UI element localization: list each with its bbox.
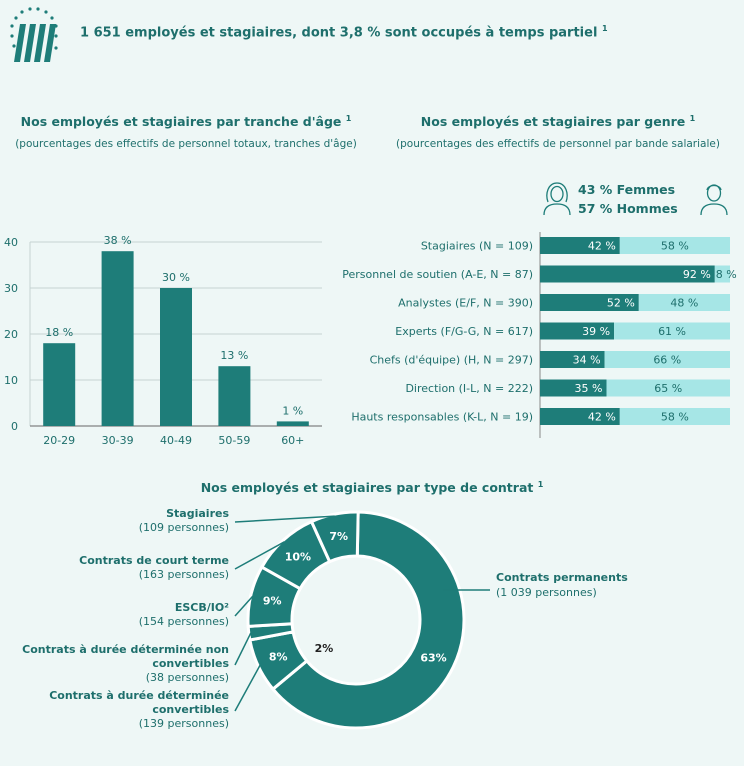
category-label: Experts (F/G-G, N = 617) [395,325,533,338]
bar-male [638,294,730,311]
contract-count-label: (139 personnes) [139,717,229,730]
bar-value-label: 13 % [220,349,248,362]
header-text: 1 651 employés et stagiaires, dont 3,8 %… [80,25,598,41]
y-tick-label: 40 [4,236,18,249]
bar-value-label: 18 % [45,326,73,339]
bar-male [614,322,730,340]
male-value-label: 61 % [658,325,686,338]
gender-stacked-bar-chart: Stagiaires (N = 109) 42 % 58 % Personnel de… [342,232,737,438]
bar-20-29 [43,343,76,426]
leader-line [234,595,254,617]
bar-value-label: 30 % [162,271,190,284]
slice-pct-label: 63% [420,651,446,664]
x-tick-label: 30-39 [102,434,134,447]
bar-30-39 [101,251,134,426]
female-value-label: 35 % [575,382,603,395]
x-tick-label: 40-49 [160,434,192,447]
bar-female [540,265,715,283]
contract-chart-title: Nos employés et stagiaires par type de c… [200,480,544,496]
bar-50-59 [218,366,251,426]
bar-female [540,408,620,425]
bar-value-label: 1 % [282,404,303,417]
slice-pct-label: 2% [315,642,334,655]
y-tick-label: 30 [4,282,18,295]
female-value-label: 42 % [588,411,616,424]
contract-category-label: ESCB/IO² [175,601,229,614]
category-label: Hauts responsables (K-L, N = 19) [351,411,533,424]
x-tick-label: 20-29 [43,434,75,447]
bar-60+ [276,421,309,426]
leader-line [234,632,252,666]
woman-icon [543,182,571,216]
slice-pct-label: 7% [329,530,348,543]
contract-count-label: (38 personnes) [146,671,229,684]
x-tick-label: 60+ [281,434,304,447]
legend-male: 57 % Hommes [578,201,678,216]
age-bar-chart: 0 10 20 30 40 18 % 20-29 38 % 30-39 30 % 40-49 13 %… [4,234,322,447]
contract-count-label: (109 personnes) [139,521,229,534]
category-label: Chefs (d'équipe) (H, N = 297) [370,354,533,367]
male-value-label: 8 % [716,268,737,281]
male-value-label: 66 % [653,354,681,367]
donut-slice [270,510,466,730]
y-tick-label: 20 [4,328,18,341]
contract-category-label: Stagiaires [166,507,229,520]
male-value-label: 58 % [661,411,689,424]
x-tick-label: 50-59 [218,434,250,447]
category-label: Analystes (E/F, N = 390) [398,297,533,310]
male-value-label: 65 % [654,382,682,395]
bar-female [540,351,605,368]
bar-female [540,294,639,311]
man-icon [700,184,728,216]
ecb-logo-icon [10,7,58,62]
contract-category-label: convertibles [152,703,229,716]
bar-male [604,351,730,368]
slice-pct-label: 10% [285,551,311,564]
contract-count-label: (1 039 personnes) [496,586,597,599]
page-header: 1 651 employés et stagiaires, dont 3,8 %… [80,24,608,40]
slice-pct-label: 8% [269,651,288,664]
female-value-label: 42 % [588,240,616,253]
header-footnote: 1 [601,24,608,33]
gender-chart-title: Nos employés et stagiaires par genre 1 [420,114,696,130]
contract-category-label: Contrats permanents [496,571,628,584]
contract-count-label: (154 personnes) [139,615,229,628]
legend-female: 43 % Femmes [578,182,676,197]
contract-category-label: Contrats de court terme [79,554,229,567]
bar-female [540,322,615,340]
male-value-label: 48 % [670,297,698,310]
contract-category-label: convertibles [152,657,229,670]
slice-pct-label: 9% [263,595,282,608]
contract-donut-chart: 63% 8% 2% 9% 10% 7% Stagiaires(109 personnes) C… [22,507,628,730]
bar-male [606,379,730,397]
leader-line [234,541,285,570]
bar-value-label: 38 % [104,234,132,247]
female-value-label: 52 % [607,297,635,310]
bar-male [714,265,730,283]
leader-line [234,664,261,712]
bar-female [540,379,607,397]
contract-count-label: (163 personnes) [139,568,229,581]
bar-40-49 [160,288,192,426]
y-tick-label: 10 [4,374,18,387]
female-value-label: 39 % [582,325,610,338]
age-chart-subtitle: (pourcentages des effectifs de personnel… [15,138,357,150]
contract-category-label: Contrats à durée déterminée [49,689,229,702]
male-value-label: 58 % [661,240,689,253]
category-label: Personnel de soutien (A-E, N = 87) [342,268,533,281]
bar-male [619,237,730,254]
bar-female [540,237,620,254]
female-value-label: 34 % [573,354,601,367]
bar-male [619,408,730,425]
contract-category-label: Contrats à durée déterminée non [22,643,229,656]
age-chart-title: Nos employés et stagiaires par tranche d… [20,114,352,130]
category-label: Stagiaires (N = 109) [421,240,533,253]
y-tick-label: 0 [11,420,18,433]
category-label: Direction (I-L, N = 222) [405,382,533,395]
leader-line [234,515,335,523]
female-value-label: 92 % [683,268,711,281]
gender-chart-subtitle: (pourcentages des effectifs de personnel… [396,138,720,150]
